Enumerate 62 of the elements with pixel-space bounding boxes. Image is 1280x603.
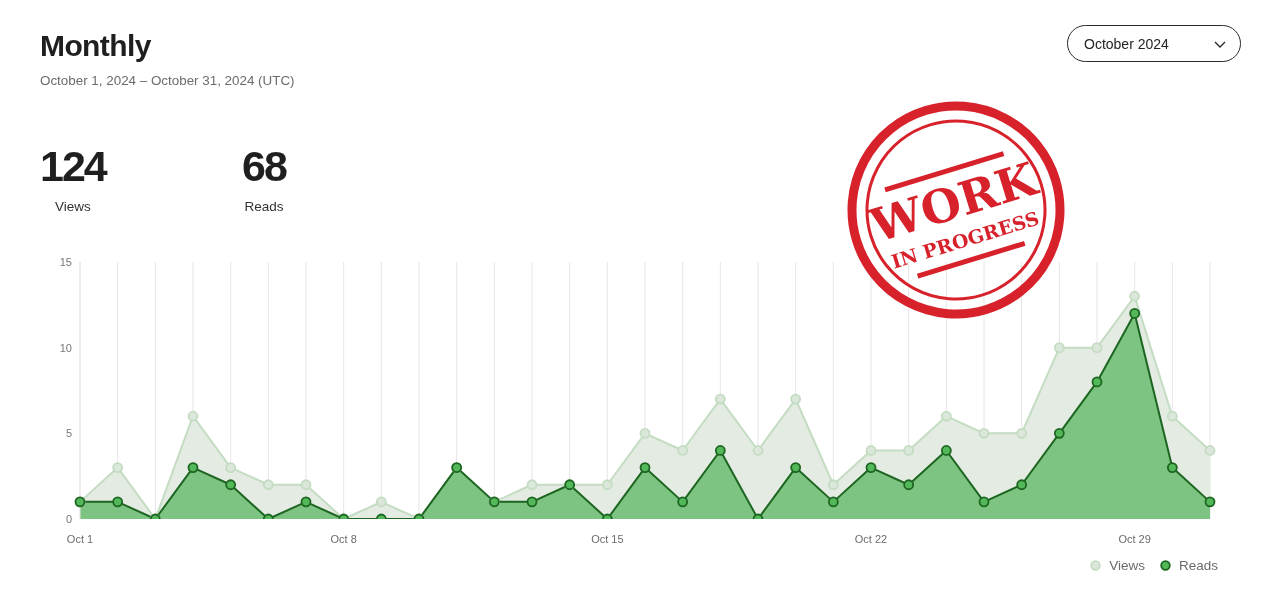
point [526, 479, 538, 491]
text: Reads [244, 198, 284, 216]
point [827, 496, 839, 508]
x-tick-label: Oct 1 [66, 532, 94, 545]
y-tick-label: 10 [59, 341, 72, 354]
chart-subtitle: October 1, 2024 – October 31, 2024 (UTC) [40, 72, 295, 90]
point [1204, 445, 1216, 456]
point [714, 393, 726, 405]
point [225, 462, 237, 473]
point [940, 410, 952, 422]
point [526, 496, 538, 508]
x-tick-label: Oct 15 [591, 532, 624, 545]
point [1204, 496, 1216, 508]
text: 124 [40, 142, 106, 190]
y-tick-label: 0 [65, 512, 72, 525]
point [112, 462, 124, 473]
x-tick-label: Oct 29 [1118, 532, 1151, 545]
point [752, 445, 764, 456]
point [903, 479, 915, 491]
legend-label: Reads [1178, 557, 1218, 573]
point [714, 445, 726, 456]
point [262, 479, 274, 491]
point [677, 445, 689, 456]
x-tick-label: Oct 22 [854, 532, 888, 545]
y-tick-label: 5 [65, 427, 72, 440]
point [187, 410, 199, 422]
point [865, 445, 877, 456]
point [790, 393, 802, 405]
x-tick-label: Oct 8 [330, 532, 357, 545]
text: October 2024 [1084, 35, 1169, 52]
chart-title: Monthly [40, 28, 151, 64]
point [187, 462, 199, 473]
y-tick-label: 15 [59, 255, 72, 268]
point [1053, 342, 1065, 354]
point [639, 462, 651, 473]
legend-label: Views [1109, 557, 1145, 573]
text: 68 [242, 142, 286, 190]
point [677, 496, 689, 508]
point [1166, 410, 1178, 422]
point [300, 496, 312, 508]
point [1129, 290, 1141, 302]
point [225, 479, 237, 491]
point [112, 496, 124, 508]
text: Views [54, 198, 91, 216]
point [639, 427, 651, 439]
point [601, 479, 613, 491]
point [1091, 342, 1103, 354]
point [790, 462, 802, 473]
point [827, 479, 839, 491]
point [978, 496, 990, 508]
point [1166, 462, 1178, 473]
point [1016, 427, 1028, 439]
point [940, 445, 952, 456]
point [300, 479, 312, 491]
point [903, 445, 915, 456]
point [865, 462, 877, 473]
point [1016, 479, 1028, 491]
point [375, 496, 387, 508]
point [1091, 376, 1103, 388]
point [978, 427, 990, 439]
point [1129, 308, 1141, 319]
point [1053, 427, 1065, 439]
